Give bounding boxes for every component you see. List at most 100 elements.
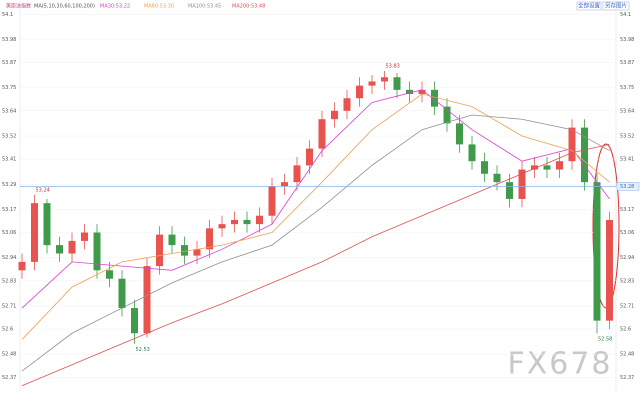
y-tick-label: 52.83 — [2, 278, 16, 284]
y-tick-label: 53.06 — [2, 230, 16, 236]
candle-body — [68, 240, 76, 254]
candle-body — [256, 215, 263, 225]
y-tick-label-right: 52.48 — [620, 352, 634, 358]
candle-body — [93, 232, 101, 271]
settings-button[interactable] — [576, 1, 602, 11]
y-tick-label-right: 53.52 — [620, 134, 634, 140]
candle-body — [293, 165, 301, 183]
y-tick-label-right: 53.75 — [620, 85, 634, 91]
chart-title: 美原油指数 — [6, 3, 31, 10]
candle-body — [106, 270, 113, 279]
y-tick-label: 53.75 — [2, 85, 16, 91]
candle-body — [43, 203, 51, 246]
watermark: FX678 — [507, 347, 612, 382]
y-tick-label-right: 54.1 — [620, 12, 631, 18]
candle-body — [31, 203, 38, 262]
candle-body — [193, 249, 201, 256]
candle-body — [156, 234, 163, 267]
y-tick-label: 53.64 — [2, 108, 16, 114]
y-tick-label-right: 52.37 — [620, 375, 634, 381]
y-tick-label-right: 52.6 — [620, 327, 631, 333]
candle-body — [593, 182, 601, 321]
candle-body — [506, 182, 513, 199]
ma-line — [21, 144, 610, 387]
extreme-label: 53.24 — [36, 187, 50, 193]
extreme-label: 52.58 — [598, 337, 612, 343]
candle-body — [606, 219, 613, 321]
candle-body — [531, 165, 538, 170]
ma-line — [21, 89, 610, 309]
y-tick-label-right: 53.41 — [620, 157, 634, 163]
extreme-label: 52.53 — [136, 347, 150, 353]
y-tick-label-right: 53.64 — [620, 108, 634, 114]
candle-body — [418, 89, 426, 95]
candle-body — [331, 110, 338, 120]
candle-body — [518, 169, 526, 199]
y-tick-label: 52.6 — [2, 327, 13, 333]
extreme-label: 53.83 — [386, 63, 400, 69]
legend-entry: MA100:53.45 — [188, 4, 221, 10]
y-tick-label-right: 53.17 — [620, 207, 634, 213]
last-price-box — [616, 182, 640, 191]
candle-body — [468, 144, 476, 162]
y-tick-label-right: 52.71 — [620, 303, 634, 309]
candle-body — [556, 161, 563, 170]
legend-entry: MA30:53.22 — [100, 4, 130, 10]
candle-body — [406, 89, 413, 95]
y-tick-label: 52.37 — [2, 375, 16, 381]
legend-title: MA(5,10,30,60,100,200) — [34, 4, 95, 10]
legend-entry: MA200:53.48 — [232, 4, 265, 10]
y-tick-label-right: 53.87 — [620, 60, 634, 66]
candle-body — [131, 308, 138, 334]
candle-body — [231, 219, 238, 225]
y-tick-label: 52.94 — [2, 255, 16, 261]
candle-body — [268, 186, 276, 216]
candle-body — [56, 245, 63, 254]
candle-body — [318, 119, 326, 149]
candle-body — [118, 278, 126, 309]
y-tick-label: 53.41 — [2, 157, 16, 163]
y-tick-label-right: 53.98 — [620, 37, 634, 43]
candle-body — [168, 234, 176, 246]
legend-entry: MA60:53.30 — [144, 4, 174, 10]
candle-body — [443, 106, 451, 124]
candle-body — [181, 245, 188, 256]
y-tick-label: 52.71 — [2, 303, 16, 309]
candle-body — [306, 148, 313, 166]
last-price-label: 53.28 — [620, 184, 634, 190]
y-tick-label: 52.48 — [2, 352, 16, 358]
y-tick-label-right: 53.06 — [620, 230, 634, 236]
candle-body — [356, 85, 363, 99]
y-tick-label-right: 52.94 — [620, 255, 634, 261]
y-tick-label: 53.17 — [2, 207, 16, 213]
candle-body — [568, 127, 576, 162]
ma-line — [21, 93, 610, 340]
candle-body — [218, 224, 226, 229]
candle-body — [81, 232, 88, 241]
y-tick-label: 53.52 — [2, 134, 16, 140]
y-tick-label-right: 52.83 — [620, 278, 634, 284]
y-tick-label: 53.87 — [2, 60, 16, 66]
candle-body — [456, 123, 463, 145]
candle-body — [243, 219, 251, 225]
y-tick-label: 54.1 — [2, 12, 13, 18]
ma-line — [21, 114, 610, 372]
candle-body — [431, 89, 438, 107]
candle-body — [493, 173, 501, 183]
candle-body — [581, 127, 588, 183]
settings-button-label[interactable]: 全部设置 — [578, 2, 601, 10]
candle-body — [393, 77, 401, 90]
candle-body — [206, 228, 213, 250]
candle-body — [381, 77, 388, 82]
candle-body — [143, 266, 151, 334]
y-tick-label: 53.98 — [2, 37, 16, 43]
candle-body — [543, 165, 551, 170]
candle-body — [18, 261, 26, 271]
candle-body — [281, 182, 288, 187]
candle-body — [481, 161, 488, 174]
candle-body — [343, 98, 351, 111]
y-tick-label: 53.29 — [2, 182, 16, 188]
candle-body — [368, 81, 376, 86]
